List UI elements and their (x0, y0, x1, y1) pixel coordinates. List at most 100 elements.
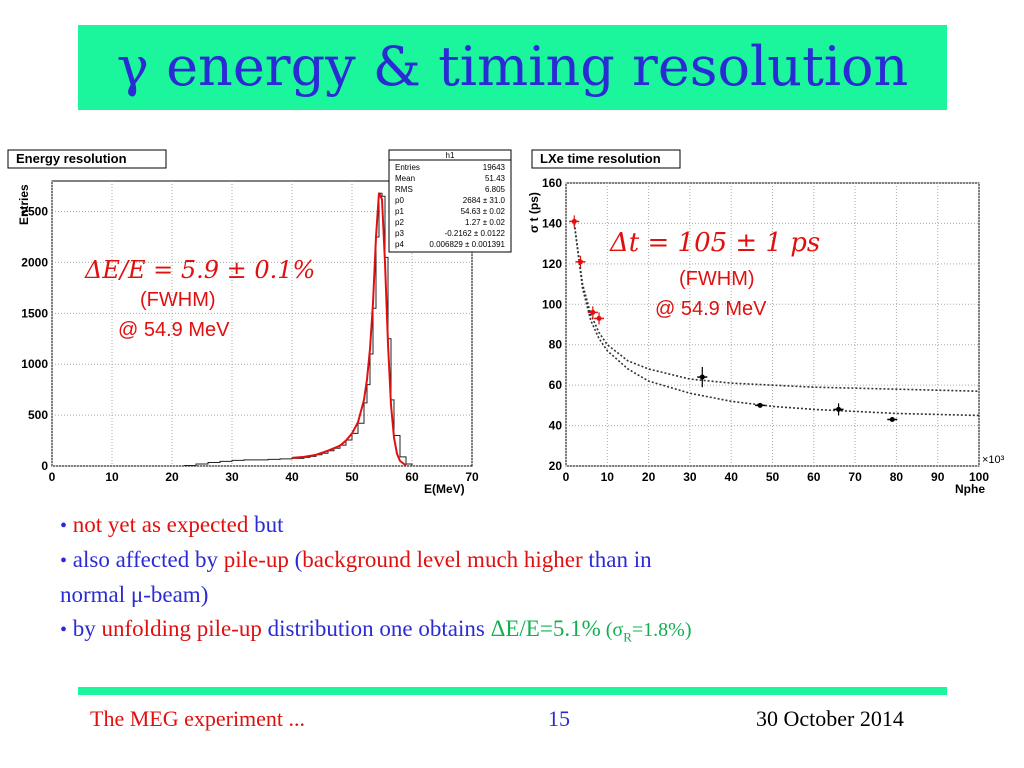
left-xlabel: E(MeV) (424, 482, 465, 496)
energy-histogram (184, 192, 413, 466)
time-point (699, 374, 705, 380)
stats-header: h1 (446, 151, 455, 160)
stats-value: 6.805 (485, 185, 506, 194)
right-ytick-label: 20 (549, 459, 563, 473)
energy-fit-curve (291, 192, 407, 467)
stats-value: 2684 ± 31.0 (463, 196, 506, 205)
energy-formula: ΔE/E = 5.9 ± 0.1% (84, 256, 315, 284)
left-ytick-label: 2000 (21, 255, 48, 269)
right-xtick-label: 80 (890, 470, 904, 484)
right-xlabel: Nphe (955, 482, 985, 496)
left-ytick-label: 500 (28, 408, 48, 422)
stats-value: 0.006829 ± 0.001391 (429, 240, 505, 249)
stats-key: Mean (395, 174, 415, 183)
bullet-1-part-2: but (248, 512, 284, 537)
right-ytick-label: 60 (549, 378, 563, 392)
right-ytick-label: 80 (549, 338, 563, 352)
right-xtick-label: 0 (563, 470, 570, 484)
bullet-2-part-1: also affected by (67, 547, 224, 572)
bullet-3-part-3: distribution one obtains (261, 616, 491, 641)
right-xtick-label: 60 (807, 470, 821, 484)
left-xtick-label: 50 (345, 470, 359, 484)
right-xtick-label: 90 (931, 470, 945, 484)
stats-value: -0.2162 ± 0.0122 (445, 229, 506, 238)
right-xtick-label: 50 (766, 470, 780, 484)
stats-key: Entries (395, 163, 420, 172)
stats-box: h1 Entries 19643 Mean 51.43 RMS 6.805 p0 2684 ±… (388, 149, 512, 253)
right-xtick-label: 100 (969, 470, 989, 484)
bullet-list: • not yet as expected but • also affecte… (60, 508, 960, 655)
left-ytick-label: 1000 (21, 357, 48, 371)
left-ytick-label: 0 (41, 459, 48, 473)
bullet-2: • also affected by pile-up (background l… (60, 543, 960, 612)
left-ticks: 0 10 20 30 40 50 60 70 0 500 1000 1500 2000 2500 (21, 205, 479, 484)
time-point (590, 309, 596, 315)
right-ytick-label: 160 (542, 176, 562, 190)
bullet-dot: • (60, 550, 68, 572)
stats-key: p3 (395, 229, 404, 238)
right-xtick-label: 20 (642, 470, 656, 484)
time-point (836, 406, 842, 412)
left-ytick-label: 2500 (21, 205, 48, 219)
energy-at: @ 54.9 MeV (118, 319, 230, 341)
right-ylabel: σ t (ps) (527, 192, 541, 233)
bullet-2-part-3: ( (288, 547, 303, 572)
stats-key: p1 (395, 207, 404, 216)
stats-key: p0 (395, 196, 404, 205)
right-xtick-label: 10 (601, 470, 615, 484)
bullet-3-part-4: ΔE/E=5.1% (490, 616, 601, 641)
left-xtick-label: 10 (105, 470, 119, 484)
slide-title: γ energy & timing resolution (116, 35, 909, 98)
time-at: @ 54.9 MeV (655, 298, 767, 320)
right-ticks: 0 10 20 30 40 50 60 70 80 90 100 20 40 60 80 100 120 140 1… (542, 176, 989, 484)
right-ytick-label: 100 (542, 297, 562, 311)
time-point (889, 417, 895, 423)
left-xtick-label: 20 (165, 470, 179, 484)
time-fwhm: (FWHM) (679, 268, 755, 290)
time-fit-lower (573, 223, 980, 417)
right-x-exponent: ×10³ (982, 454, 1005, 466)
stats-value: 19643 (483, 163, 506, 172)
time-formula: Δt = 105 ± 1 ps (609, 228, 820, 258)
right-grid (565, 182, 980, 467)
time-point (757, 402, 763, 408)
left-box-title: Energy resolution (16, 151, 127, 166)
bullet-3-part-2: unfolding pile-up (101, 616, 262, 641)
bullet-2-part-5: than in (582, 547, 652, 572)
time-resolution-chart: LXe time resolution 0 10 20 30 40 50 60 70 80 90 1… (527, 149, 1005, 496)
footer-page-number: 15 (548, 706, 570, 731)
bullet-2-part-2: pile-up (223, 547, 289, 572)
footer-date: 30 October 2014 (756, 706, 904, 731)
time-point (596, 315, 602, 321)
left-xtick-label: 30 (225, 470, 239, 484)
right-xtick-label: 70 (848, 470, 862, 484)
stats-value: 1.27 ± 0.02 (465, 218, 506, 227)
bullet-3: • by unfolding pile-up distribution one … (60, 612, 960, 655)
bullet-1-part-1: not yet as expected (72, 512, 249, 537)
stats-key: RMS (395, 185, 413, 194)
bullet-3-part-5: (σ (600, 619, 624, 641)
footer-left: The MEG experiment ... (90, 706, 306, 731)
bullet-3-part-1: by (67, 616, 102, 641)
stats-key: p2 (395, 218, 404, 227)
stats-value: 51.43 (485, 174, 506, 183)
energy-resolution-chart: Energy resolution 0 10 20 30 40 50 60 70 0 500 100… (7, 149, 512, 496)
time-points (569, 215, 898, 423)
time-point (577, 259, 583, 265)
right-xtick-label: 40 (725, 470, 739, 484)
energy-fwhm: (FWHM) (140, 289, 216, 311)
right-ytick-label: 40 (549, 419, 563, 433)
bullet-3-sub: R (623, 629, 632, 645)
bullet-2-part-6: normal μ-beam) (60, 582, 209, 607)
right-ytick-label: 120 (542, 257, 562, 271)
right-box-title: LXe time resolution (540, 151, 661, 166)
left-xtick-label: 70 (465, 470, 479, 484)
bullet-3-part-6: =1.8%) (631, 619, 692, 641)
time-point (571, 218, 577, 224)
right-xtick-label: 30 (683, 470, 697, 484)
right-ytick-label: 140 (542, 216, 562, 230)
bullet-dot: • (60, 515, 68, 537)
bullet-1: • not yet as expected but (60, 508, 960, 543)
left-xtick-label: 0 (49, 470, 56, 484)
stats-value: 54.63 ± 0.02 (461, 207, 506, 216)
